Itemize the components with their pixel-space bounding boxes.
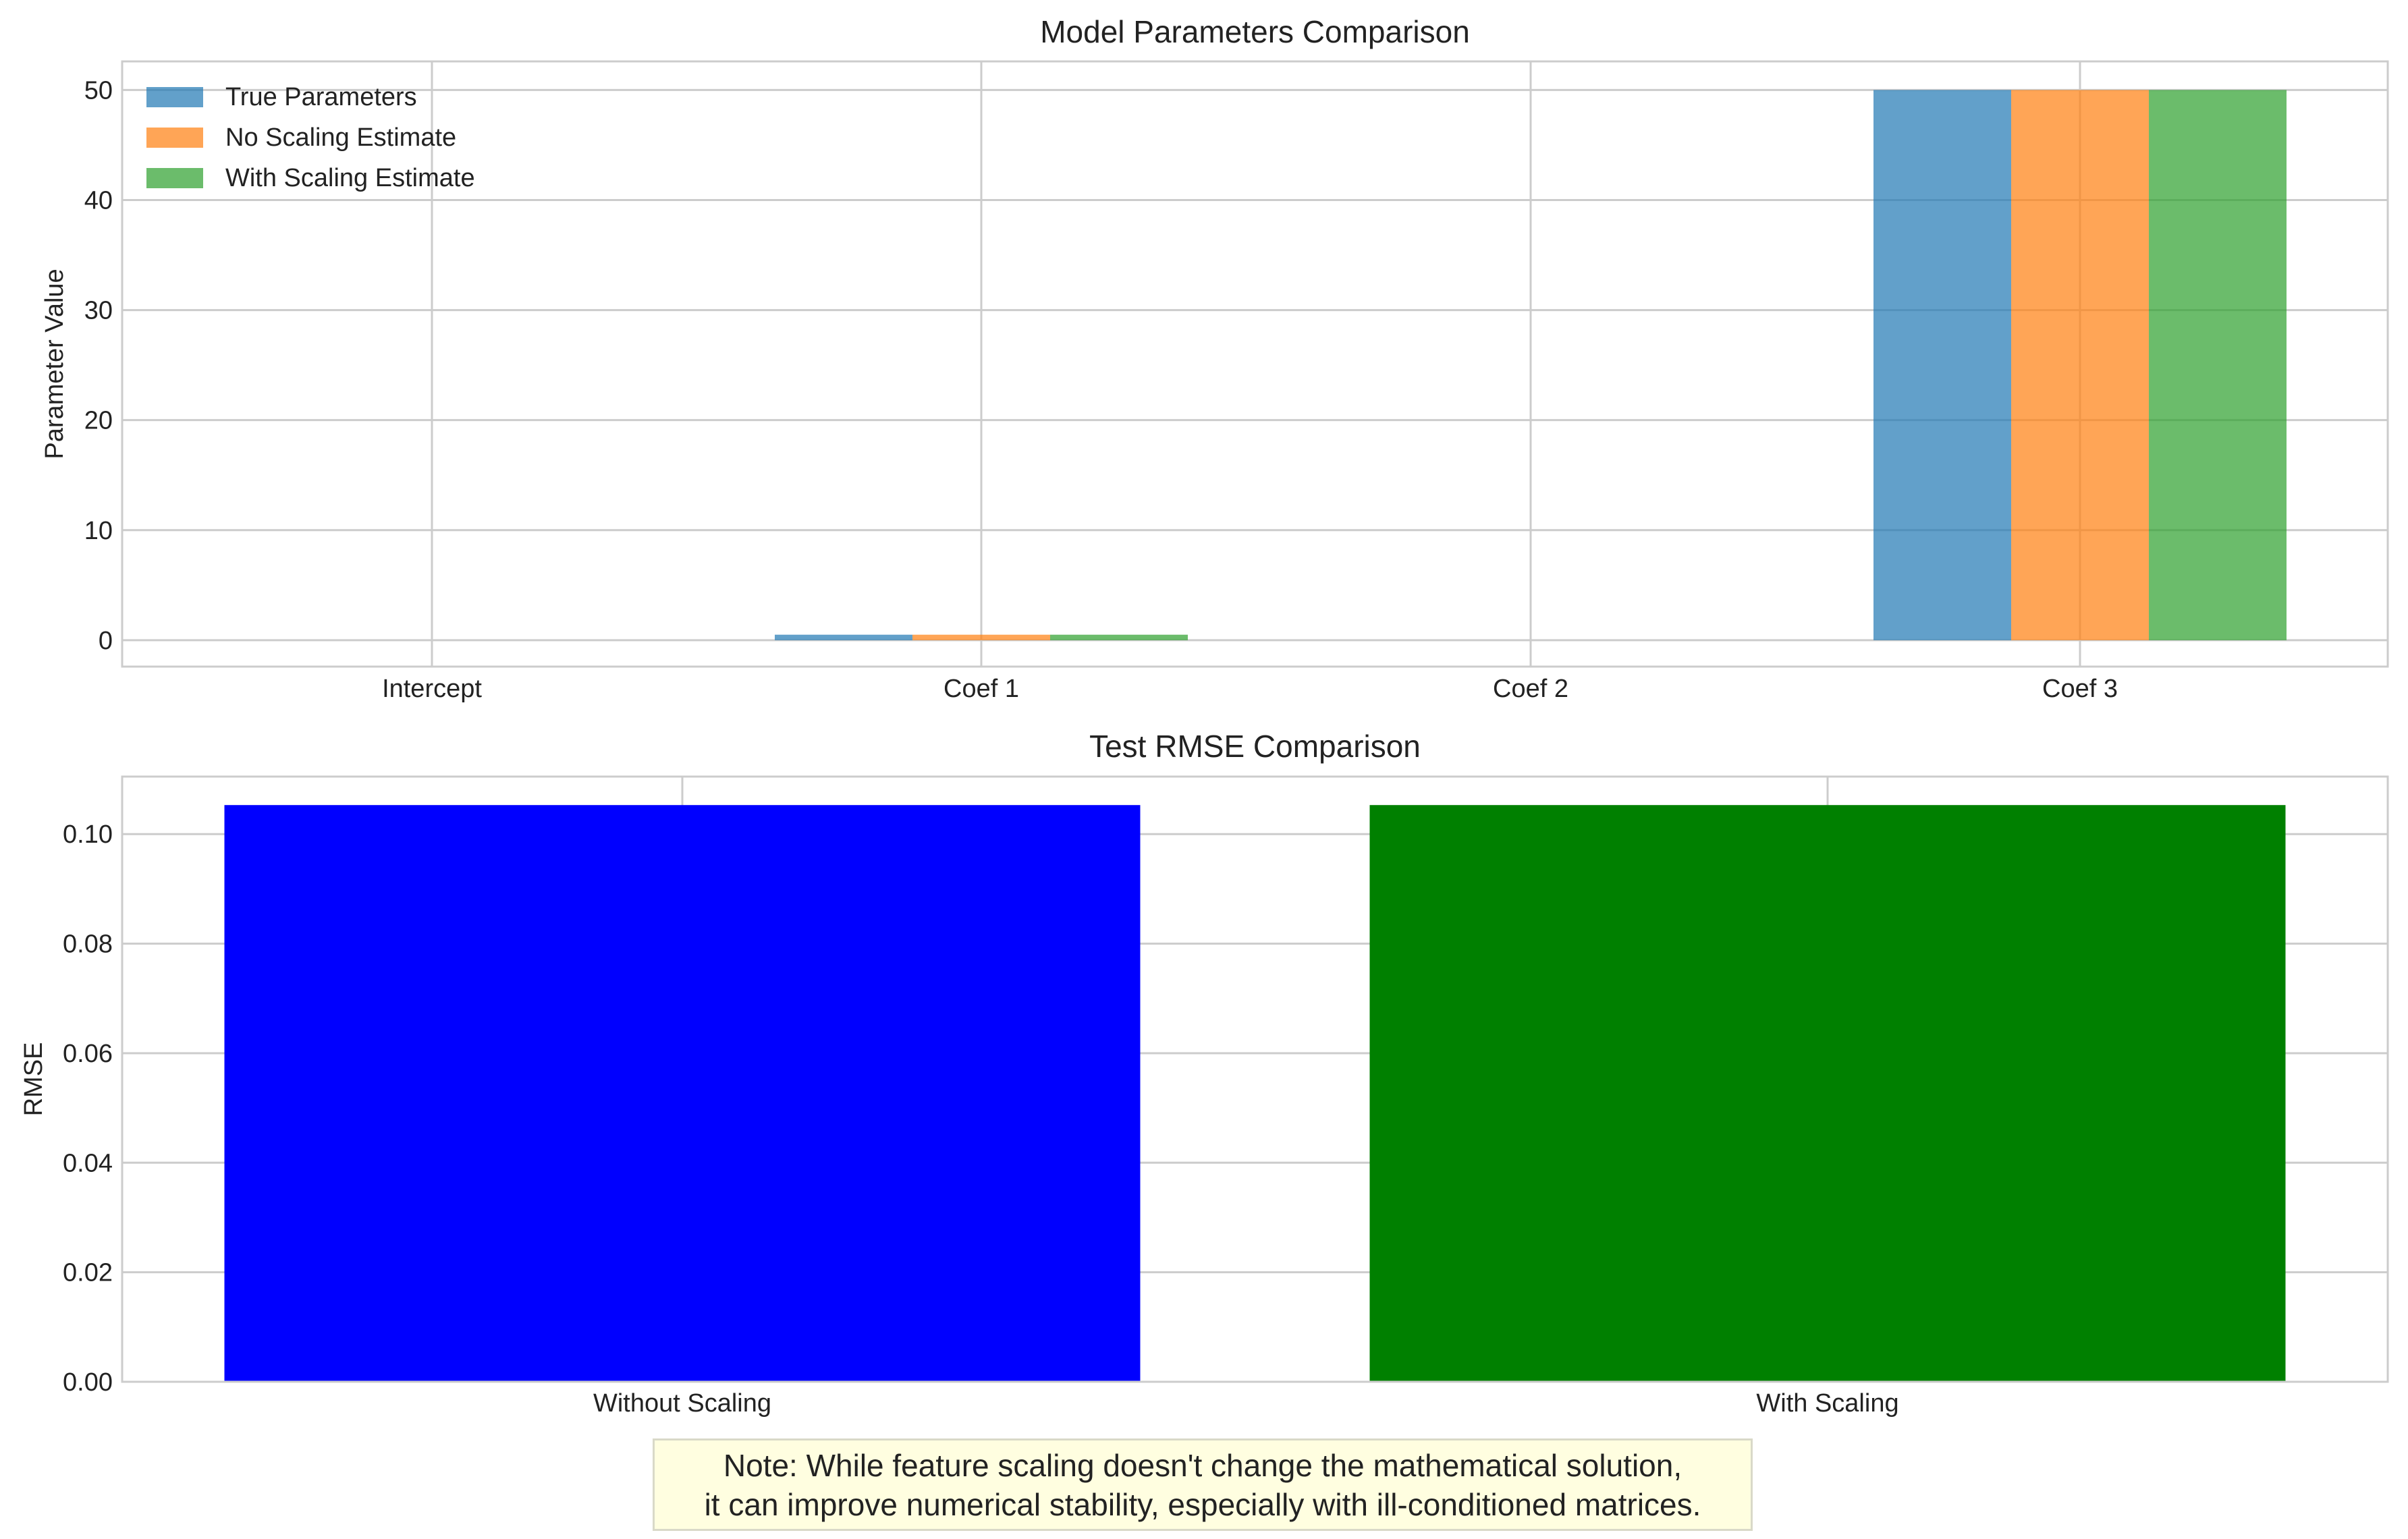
y-tick-label: 30 [84,297,113,325]
bar [912,634,1050,640]
y-axis-label-1: Parameter Value [40,269,69,459]
x-tick-label: With Scaling [1756,1389,1898,1418]
y-tick-label: 0.00 [63,1368,113,1397]
bar [2149,90,2287,640]
y-tick-label: 0 [99,627,113,655]
bar [775,634,912,640]
legend-swatch [146,87,203,107]
bar [1050,634,1188,640]
y-tick-label: 0.02 [63,1259,113,1287]
note-line-2: it can improve numerical stability, espe… [704,1486,1701,1522]
plot-frame-2 [121,775,2389,1383]
chart-1 [121,60,2389,668]
legend-label: No Scaling Estimate [225,123,456,152]
y-tick-label: 10 [84,517,113,545]
x-tick-label: Coef 1 [943,675,1019,703]
legend-label: True Parameters [225,83,417,111]
y-axis-label-2: RMSE [20,1042,48,1117]
y-tick-label: 0.08 [63,930,113,959]
y-tick-label: 20 [84,407,113,435]
bar [1369,805,2286,1382]
y-tick-label: 40 [84,186,113,215]
plot-frame-1 [121,60,2389,668]
bar [224,805,1141,1382]
y-tick-label: 0.04 [63,1149,113,1177]
note-box: Note: While feature scaling doesn't chan… [653,1438,1753,1531]
x-tick-label: Intercept [382,675,482,703]
y-tick-label: 0.06 [63,1040,113,1068]
chart-title-1: Model Parameters Comparison [1040,14,1470,49]
x-tick-label: Coef 3 [2042,675,2118,703]
legend-swatch [146,128,203,148]
chart-2 [121,775,2389,1383]
legend-label: With Scaling Estimate [225,164,475,192]
x-tick-label: Coef 2 [1493,675,1568,703]
note-line-1: Note: While feature scaling doesn't chan… [723,1447,1682,1483]
y-tick-label: 50 [84,76,113,105]
legend-swatch [146,168,203,188]
y-tick-label: 0.10 [63,820,113,849]
x-tick-label: Without Scaling [593,1389,771,1418]
bar [2011,90,2149,640]
bar [1873,90,2011,640]
chart-title-2: Test RMSE Comparison [1089,729,1421,764]
